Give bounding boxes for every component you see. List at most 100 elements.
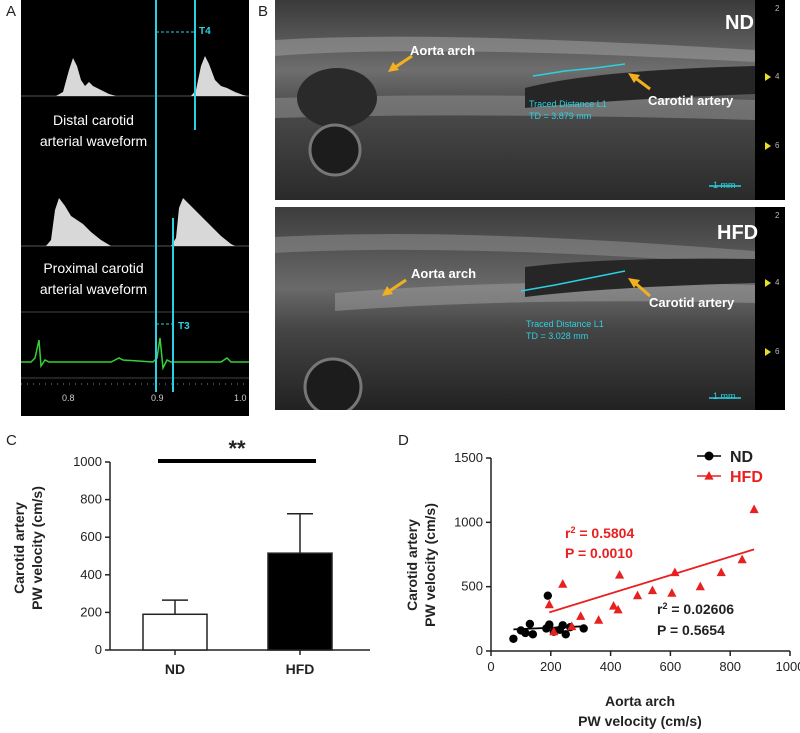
distal-waveform-label: Distal carotid arterial waveform xyxy=(39,112,148,149)
point-hfd-9 xyxy=(632,590,643,600)
nd-aorta-arrow xyxy=(388,54,413,72)
scatter-ylabel-line1: Carotid artery xyxy=(404,519,420,611)
ecg-trace xyxy=(21,337,249,371)
distal-waveform-peak-1 xyxy=(56,58,116,96)
proximal-waveform-label: Proximal carotid arterial waveform xyxy=(39,260,148,297)
panel-letter-a: A xyxy=(6,3,17,20)
time-tick-1-0: 1.0 xyxy=(234,393,247,403)
point-nd-2 xyxy=(521,628,530,638)
point-nd-4 xyxy=(528,630,538,639)
bar-chart-ytick-1: 200 xyxy=(80,604,102,619)
scatter-ytick-2: 1000 xyxy=(454,514,483,529)
point-hfd-3 xyxy=(567,621,577,631)
bar-chart-ylabel-line1: Carotid artery xyxy=(11,502,27,594)
legend-label-nd: ND xyxy=(730,449,753,466)
r-squared-nd: r2 = 0.02606 xyxy=(657,601,734,617)
bar-chart-carotid-velocity: Carotid artery PW velocity (cm/s) 0 200 40… xyxy=(11,440,370,677)
proximal-waveform-peak-1 xyxy=(46,198,111,246)
ultrasound-image-hfd xyxy=(275,207,785,410)
scatter-xtick-4: 800 xyxy=(719,659,741,674)
bar-nd xyxy=(142,613,208,651)
r-squared-hfd: r2 = 0.5804 xyxy=(565,525,634,541)
nd-image-title: ND xyxy=(725,12,754,34)
p-value-hfd: P = 0.0010 xyxy=(565,545,633,561)
nd-carotid-artery-label: Carotid artery xyxy=(648,93,734,108)
point-nd-6 xyxy=(543,591,553,600)
scatter-chart-velocity-correlation: Carotid artery PW velocity (cm/s) Aorta … xyxy=(404,449,800,729)
panel-letter-d: D xyxy=(398,432,409,449)
hfd-depth-4: 4 xyxy=(775,278,780,287)
nd-traced-distance: Traced Distance L1 TD = 3.879 mm xyxy=(529,99,607,121)
scatter-xlabel-line1: Aorta arch xyxy=(605,693,675,709)
legend-marker-nd xyxy=(704,451,714,461)
panel-letter-b: B xyxy=(258,3,269,20)
scatter-xtick-0: 0 xyxy=(487,659,494,674)
legend-marker-hfd xyxy=(704,471,714,480)
scatter-xtick-2: 400 xyxy=(600,659,622,674)
nd-depth-6: 6 xyxy=(775,141,780,150)
scatter-ylabel-line2: PW velocity (cm/s) xyxy=(422,503,438,627)
panel-letter-c: C xyxy=(6,432,17,449)
bar-hfd xyxy=(267,552,333,651)
time-tick-0-9: 0.9 xyxy=(151,393,164,403)
point-hfd-7 xyxy=(613,604,623,614)
proximal-waveform-peak-2 xyxy=(171,198,235,246)
point-hfd-5 xyxy=(594,615,604,624)
point-hfd-0 xyxy=(544,599,554,609)
hfd-carotid-arrow xyxy=(628,278,651,298)
point-hfd-4 xyxy=(576,611,586,620)
point-nd-7 xyxy=(545,620,554,629)
nd-carotid-arrow xyxy=(628,73,651,91)
scatter-ytick-3: 1500 xyxy=(454,450,483,465)
scatter-xlabel-line2: PW velocity (cm/s) xyxy=(578,713,702,729)
point-hfd-10 xyxy=(647,585,658,595)
hfd-traced-distance: Traced Distance L1 TD = 3.028 mm xyxy=(526,319,604,341)
hfd-aorta-arch-label: Aorta arch xyxy=(411,266,477,281)
point-hfd-6 xyxy=(608,600,619,610)
point-hfd-11 xyxy=(667,588,677,597)
point-hfd-16 xyxy=(749,504,759,514)
scatter-ytick-0: 0 xyxy=(476,643,483,658)
point-hfd-12 xyxy=(670,567,680,577)
hfd-image-title: HFD xyxy=(717,222,759,244)
scatter-xtick-5: 1000 xyxy=(776,659,800,674)
point-hfd-8 xyxy=(614,570,625,579)
point-nd-10 xyxy=(558,621,567,630)
bar-category-nd: ND xyxy=(165,661,185,677)
fit-line-hfd xyxy=(549,548,755,614)
point-nd-3 xyxy=(525,619,535,629)
scatter-xtick-1: 200 xyxy=(540,659,562,674)
bar-chart-ytick-4: 800 xyxy=(80,492,102,507)
time-tick-0-8: 0.8 xyxy=(62,393,75,403)
hfd-aorta-arrow xyxy=(382,278,407,296)
hfd-depth-2: 2 xyxy=(775,211,780,220)
significance-label: ** xyxy=(228,440,246,461)
scatter-ytick-1: 500 xyxy=(461,579,483,594)
p-value-nd: P = 0.5654 xyxy=(657,622,725,638)
point-hfd-2 xyxy=(558,579,568,588)
nd-depth-4: 4 xyxy=(775,72,780,81)
hfd-carotid-artery-label: Carotid artery xyxy=(649,295,735,310)
bar-chart-ylabel-line2: PW velocity (cm/s) xyxy=(29,486,45,610)
point-nd-11 xyxy=(561,630,570,639)
nd-depth-2: 2 xyxy=(775,4,780,13)
bar-chart-ytick-3: 600 xyxy=(80,529,102,544)
point-hfd-14 xyxy=(716,567,726,577)
bar-category-hfd: HFD xyxy=(286,661,315,677)
t3-label: T3 xyxy=(178,321,190,332)
bar-chart-ytick-2: 400 xyxy=(80,567,102,582)
point-hfd-15 xyxy=(737,554,747,564)
scatter-xtick-3: 600 xyxy=(660,659,682,674)
bar-chart-ytick-5: 1000 xyxy=(73,454,102,469)
point-hfd-13 xyxy=(695,581,705,591)
doppler-waveform-panel xyxy=(21,0,249,416)
point-nd-13 xyxy=(579,624,588,633)
ultrasound-image-nd xyxy=(275,0,785,200)
distal-waveform-peak-2 xyxy=(191,56,247,96)
hfd-depth-6: 6 xyxy=(775,347,780,356)
nd-scale-bar-label: 1 mm xyxy=(713,180,736,190)
nd-aorta-arch-label: Aorta arch xyxy=(410,43,476,58)
hfd-scale-bar-label: 1 mm xyxy=(713,391,736,401)
t4-label: T4 xyxy=(199,26,211,37)
point-nd-0 xyxy=(509,634,518,643)
